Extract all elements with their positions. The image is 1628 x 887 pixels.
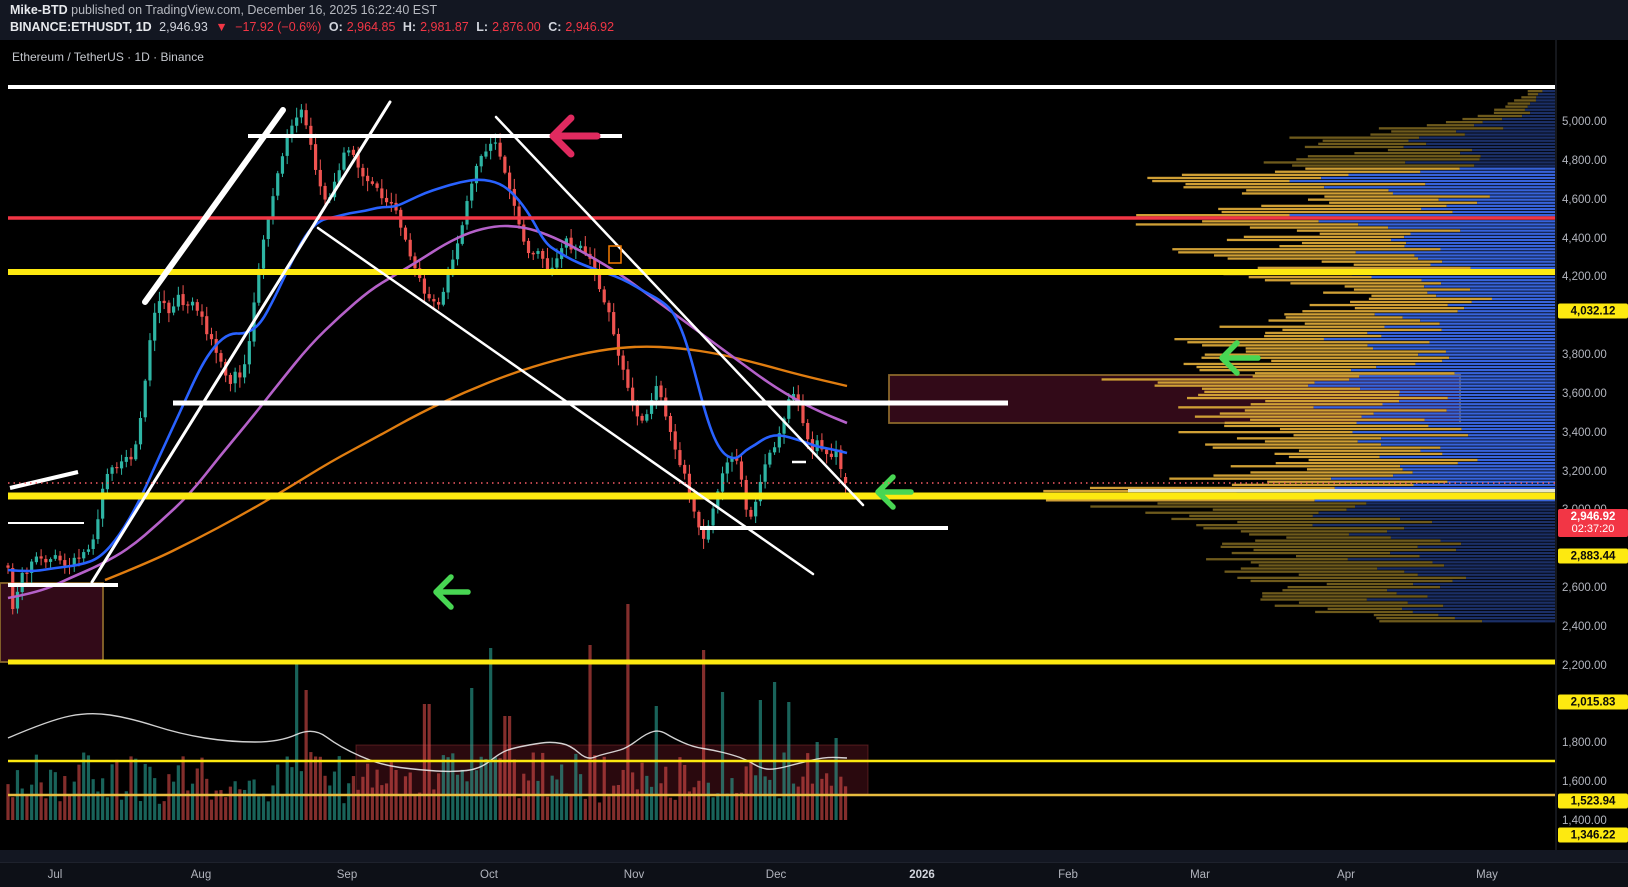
profile-arrow <box>1219 340 1261 376</box>
price-tick-2200: 2,200.00 <box>1562 659 1607 672</box>
byline-text: published on TradingView.com, December 1… <box>67 3 438 17</box>
price-tick-3200: 3,200.00 <box>1562 465 1607 478</box>
down-triangle-icon: ▼ <box>215 20 228 34</box>
symbol-name: BINANCE:ETHUSDT, 1D <box>10 20 152 34</box>
current-price-label: 2,946.92 02:37:20 <box>1558 509 1628 537</box>
price-tick-1800: 1,800.00 <box>1562 737 1607 750</box>
price-tick-4600: 4,600.00 <box>1562 193 1607 206</box>
price-tick-4200: 4,200.00 <box>1562 271 1607 284</box>
support-arrow <box>875 474 914 510</box>
symbol-quote-row: BINANCE:ETHUSDT, 1D 2,946.93 ▼ −17.92 (−… <box>10 20 618 34</box>
bar-countdown: 02:37:20 <box>1571 523 1615 535</box>
price-tick-3800: 3,800.00 <box>1562 349 1607 362</box>
price-tick-4800: 4,800.00 <box>1562 154 1607 167</box>
low-value: 2,876.00 <box>492 20 541 34</box>
price-label-1523: 1,523.94 <box>1558 793 1628 809</box>
price-chart-canvas[interactable] <box>0 40 1628 850</box>
time-axis[interactable]: Jul Aug Sep Oct Nov Dec 2026 Feb Mar Apr May <box>0 862 1628 887</box>
price-tick-2400: 2,400.00 <box>1562 620 1607 633</box>
price-tick-3400: 3,400.00 <box>1562 426 1607 439</box>
price-tick-2600: 2,600.00 <box>1562 582 1607 595</box>
price-tick-5000: 5,000.00 <box>1562 116 1607 128</box>
month-label-Nov: Nov <box>623 869 645 881</box>
last-price: 2,946.93 <box>159 20 208 34</box>
price-tick-1400: 1,400.00 <box>1562 815 1607 828</box>
open-label: O: <box>328 20 343 34</box>
trendline-2 <box>90 100 392 584</box>
high-label: H: <box>402 20 417 34</box>
month-label-Aug: Aug <box>190 869 212 881</box>
price-tick-3600: 3,600.00 <box>1562 387 1607 400</box>
month-label-Dec: Dec <box>765 869 787 881</box>
arrow-marks[interactable] <box>433 114 1261 610</box>
drawing-lines[interactable] <box>8 85 1555 797</box>
month-label-Apr: Apr <box>1337 869 1355 881</box>
trendline-3 <box>494 115 865 507</box>
price-label-1346: 1,346.22 <box>1558 827 1628 843</box>
month-label-2026: 2026 <box>909 869 935 881</box>
trendline-1 <box>142 107 286 305</box>
author-name: Mike-BTD <box>10 3 68 17</box>
price-label-4032: 4,032.12 <box>1558 303 1628 319</box>
low-label: L: <box>476 20 489 34</box>
target-arrow <box>433 574 471 610</box>
ma-fast-blue <box>7 178 848 573</box>
price-tick-1600: 1,600.00 <box>1562 776 1607 789</box>
publish-byline: Mike-BTD published on TradingView.com, D… <box>10 3 437 17</box>
volume-ma-line <box>7 713 848 773</box>
price-tick-4400: 4,400.00 <box>1562 232 1607 245</box>
trendline-4 <box>316 226 815 576</box>
demand-box-left <box>0 582 104 663</box>
month-label-Oct: Oct <box>480 869 498 881</box>
chart-legend-title[interactable]: Ethereum / TetherUS · 1D · Binance <box>12 50 204 64</box>
month-label-Feb: Feb <box>1058 869 1078 881</box>
header: Mike-BTD published on TradingView.com, D… <box>0 0 1628 40</box>
close-label: C: <box>548 20 562 34</box>
close-value: 2,946.92 <box>565 20 615 34</box>
month-label-Mar: Mar <box>1190 869 1210 881</box>
high-value: 2,981.87 <box>420 20 469 34</box>
month-label-May: May <box>1476 869 1498 881</box>
open-value: 2,964.85 <box>346 20 396 34</box>
month-label-Sep: Sep <box>336 869 358 881</box>
price-change: −17.92 (−0.6%) <box>235 20 322 34</box>
ma-slow-orange <box>104 345 848 582</box>
price-label-2015: 2,015.83 <box>1558 694 1628 710</box>
rejection-arrow <box>549 114 601 158</box>
price-label-2883: 2,883.44 <box>1558 548 1628 564</box>
mini-highlight-rect <box>608 245 622 264</box>
month-label-Jul: Jul <box>47 869 63 881</box>
current-price-value: 2,946.92 <box>1570 510 1616 523</box>
